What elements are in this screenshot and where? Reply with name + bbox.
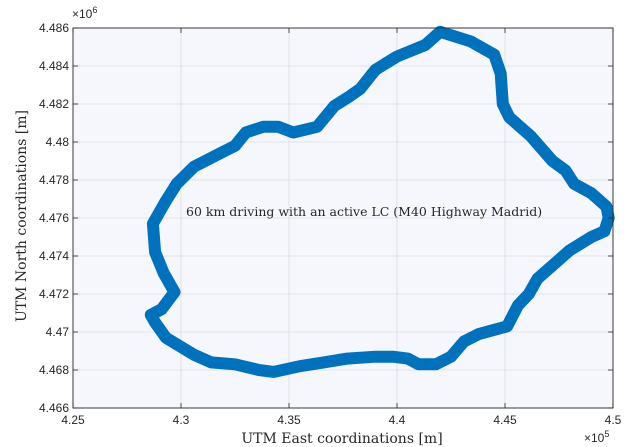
y-tick-label: 4.478 [39,173,69,187]
x-tick-label: 4.4 [389,413,406,427]
x-tick-label: 4.45 [493,413,517,427]
y-tick-label: 4.484 [39,59,69,73]
y-tick-label: 4.482 [39,97,69,111]
y-tick-label: 4.466 [39,401,69,415]
y-tick-label: 4.472 [39,287,69,301]
tick-labels: 4.25 4.3 4.35 4.4 4.45 4.5 4.466 4.468 4.47 4.472… [39,21,622,427]
x-tick-label: 4.3 [173,413,190,427]
y-tick-label: 4.476 [39,211,69,225]
y-tick-label: 4.486 [39,21,69,35]
x-tick-label: 4.5 [605,413,622,427]
y-axis-exponent: ×106 [72,5,97,21]
y-tick-label: 4.47 [46,325,70,339]
y-tick-label: 4.468 [39,363,69,377]
x-tick-label: 4.35 [277,413,301,427]
y-tick-label: 4.474 [39,249,69,263]
y-tick-label: 4.48 [46,135,70,149]
axis-ticks [72,27,614,409]
x-axis-label: UTM East coordinations [m] [241,431,442,447]
y-axis-label: UTM North coordinations [m] [14,110,30,322]
x-tick-label: 4.25 [61,413,85,427]
x-axis-exponent: ×105 [584,429,609,445]
route-annotation: 60 km driving with an active LC (M40 Hig… [186,204,542,219]
route-trajectory-line [144,25,615,378]
